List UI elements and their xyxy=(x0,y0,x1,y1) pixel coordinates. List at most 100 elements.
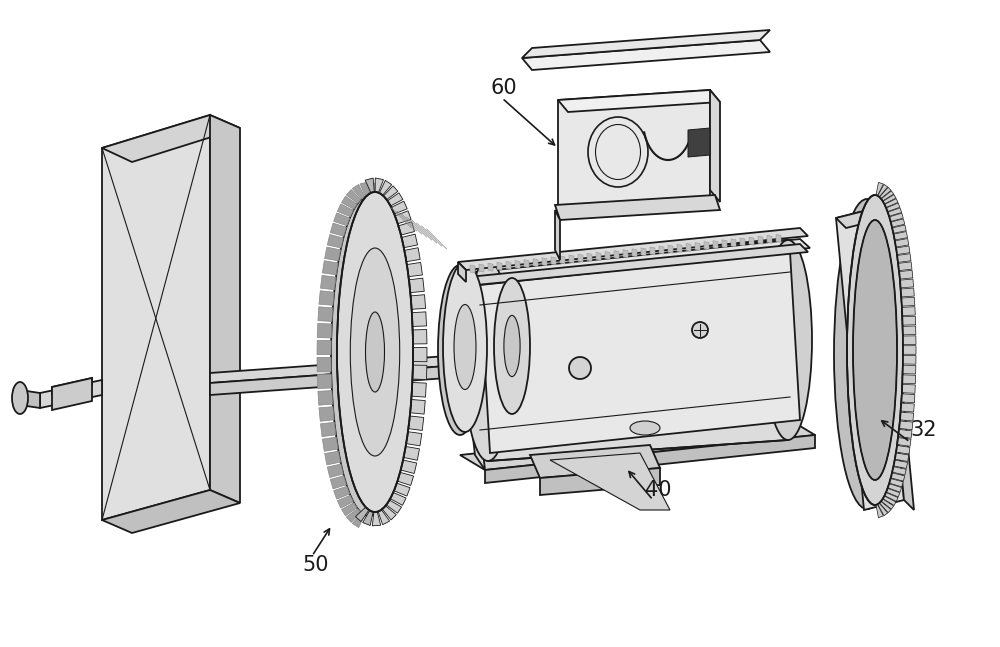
Polygon shape xyxy=(885,199,898,208)
Polygon shape xyxy=(878,184,888,197)
Polygon shape xyxy=(317,340,331,355)
Ellipse shape xyxy=(764,240,812,440)
Polygon shape xyxy=(883,195,896,204)
Polygon shape xyxy=(479,264,484,272)
Polygon shape xyxy=(688,128,710,157)
Polygon shape xyxy=(522,30,770,58)
Polygon shape xyxy=(404,446,419,460)
Polygon shape xyxy=(632,249,637,257)
Polygon shape xyxy=(722,240,727,248)
Polygon shape xyxy=(896,446,910,454)
Polygon shape xyxy=(892,466,906,475)
Polygon shape xyxy=(406,432,422,446)
Polygon shape xyxy=(320,422,336,437)
Polygon shape xyxy=(383,186,398,200)
Polygon shape xyxy=(522,40,770,70)
Polygon shape xyxy=(659,246,664,254)
Polygon shape xyxy=(885,492,898,501)
Polygon shape xyxy=(883,496,896,505)
Ellipse shape xyxy=(834,199,900,509)
Polygon shape xyxy=(330,223,346,236)
Polygon shape xyxy=(318,307,333,322)
Text: 60: 60 xyxy=(490,78,517,98)
Polygon shape xyxy=(372,512,381,526)
Polygon shape xyxy=(395,211,411,224)
Polygon shape xyxy=(480,252,800,453)
Ellipse shape xyxy=(630,421,660,435)
Ellipse shape xyxy=(443,262,487,432)
Polygon shape xyxy=(404,248,420,261)
Polygon shape xyxy=(20,390,40,408)
Polygon shape xyxy=(360,182,369,197)
Polygon shape xyxy=(363,510,373,525)
Polygon shape xyxy=(322,261,338,275)
Ellipse shape xyxy=(464,261,512,461)
Polygon shape xyxy=(327,234,343,248)
Polygon shape xyxy=(894,460,908,468)
Ellipse shape xyxy=(454,305,476,389)
Polygon shape xyxy=(900,412,914,421)
Polygon shape xyxy=(387,193,403,206)
Polygon shape xyxy=(458,228,808,270)
Polygon shape xyxy=(52,378,92,394)
Polygon shape xyxy=(569,255,574,263)
Polygon shape xyxy=(836,208,904,510)
Ellipse shape xyxy=(847,195,903,505)
Ellipse shape xyxy=(504,315,520,377)
Polygon shape xyxy=(892,225,906,234)
Polygon shape xyxy=(889,213,903,221)
Polygon shape xyxy=(365,178,374,193)
Polygon shape xyxy=(379,181,392,195)
Polygon shape xyxy=(903,345,916,355)
Polygon shape xyxy=(460,420,815,470)
Polygon shape xyxy=(898,430,912,438)
Polygon shape xyxy=(713,241,718,248)
Polygon shape xyxy=(515,261,520,269)
Polygon shape xyxy=(530,445,660,478)
Ellipse shape xyxy=(438,265,482,435)
Polygon shape xyxy=(894,232,908,240)
Polygon shape xyxy=(337,204,353,217)
Ellipse shape xyxy=(853,220,897,480)
Polygon shape xyxy=(497,262,502,270)
Text: 40: 40 xyxy=(645,480,672,500)
Polygon shape xyxy=(899,270,913,279)
Polygon shape xyxy=(903,326,916,334)
Polygon shape xyxy=(488,240,788,461)
Polygon shape xyxy=(320,275,336,290)
Polygon shape xyxy=(888,208,902,216)
Ellipse shape xyxy=(494,278,530,414)
Polygon shape xyxy=(596,252,601,260)
Polygon shape xyxy=(650,247,655,255)
Polygon shape xyxy=(394,483,410,496)
Polygon shape xyxy=(398,222,414,235)
Polygon shape xyxy=(542,258,547,266)
Polygon shape xyxy=(668,245,673,253)
Polygon shape xyxy=(897,437,911,446)
Polygon shape xyxy=(402,234,418,248)
Polygon shape xyxy=(578,254,583,262)
Polygon shape xyxy=(758,236,763,244)
Polygon shape xyxy=(881,499,894,509)
Ellipse shape xyxy=(350,248,400,456)
Polygon shape xyxy=(352,513,365,527)
Polygon shape xyxy=(318,391,333,405)
Ellipse shape xyxy=(12,382,28,414)
Polygon shape xyxy=(749,237,754,245)
Polygon shape xyxy=(325,451,341,465)
Polygon shape xyxy=(455,274,465,305)
Polygon shape xyxy=(413,329,427,344)
Polygon shape xyxy=(555,210,560,260)
Polygon shape xyxy=(210,115,240,503)
Polygon shape xyxy=(317,357,331,372)
Polygon shape xyxy=(102,115,210,520)
Polygon shape xyxy=(102,115,240,162)
Ellipse shape xyxy=(569,357,591,379)
Polygon shape xyxy=(895,453,909,461)
Polygon shape xyxy=(899,421,913,430)
Polygon shape xyxy=(322,437,338,452)
Polygon shape xyxy=(408,416,424,430)
Polygon shape xyxy=(397,472,414,485)
Polygon shape xyxy=(623,250,628,258)
Polygon shape xyxy=(458,262,466,282)
